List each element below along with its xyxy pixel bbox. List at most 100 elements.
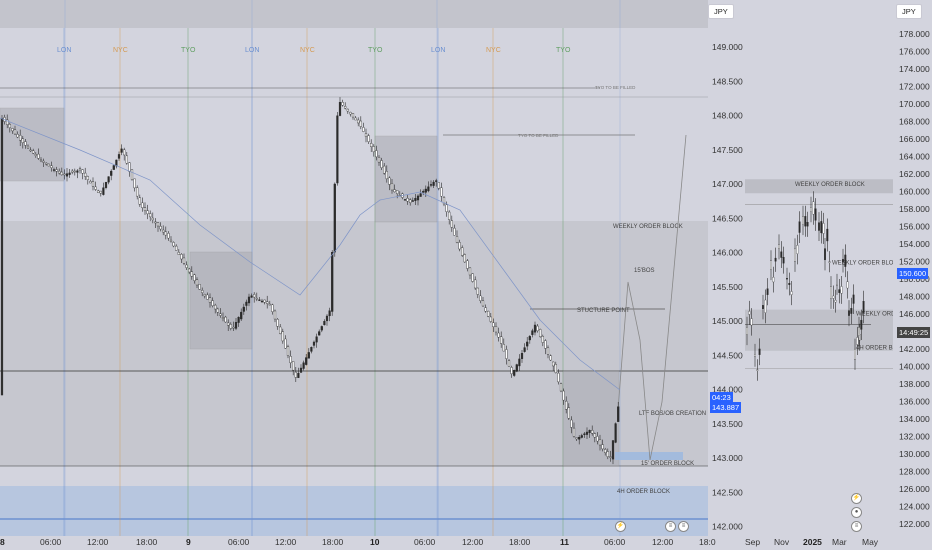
x-tick-label: 12:00	[87, 537, 109, 547]
candle-body	[117, 154, 121, 159]
lightning-icon[interactable]: ⚡	[615, 521, 626, 532]
x-tick-label: 12:00	[652, 537, 674, 547]
ann-weekly-ob: WEEKLY ORDER BLOCK	[613, 224, 683, 230]
candle-body	[830, 286, 832, 299]
candle-body	[544, 340, 547, 349]
main-chart-panel[interactable]: LONNYCTYOLONNYCTYOLONNYCTYOTYO TO BE FIL…	[0, 0, 745, 550]
candle-body	[52, 169, 56, 171]
candle-body	[177, 251, 180, 255]
candle-body	[99, 190, 102, 194]
y-tick-label: 148.500	[712, 76, 743, 86]
candle-body	[806, 222, 809, 227]
currency-label[interactable]: JPY	[708, 4, 734, 19]
candle-body	[842, 259, 844, 263]
candle-body	[169, 239, 173, 242]
x-tick-label: Mar	[832, 537, 847, 547]
lightning-icon[interactable]: ⚡	[851, 493, 862, 504]
candle-body	[476, 287, 479, 295]
candle-body	[455, 236, 459, 243]
ann-ob-15: 15' ORDER BLOCK	[641, 461, 694, 467]
candle-body	[336, 115, 339, 184]
y-tick-label: 143.000	[712, 453, 743, 463]
candle-body	[500, 336, 503, 344]
y-tick-label: 168.000	[899, 117, 930, 127]
candle-body	[325, 315, 329, 322]
candle-body	[557, 372, 560, 383]
candle-body	[375, 150, 378, 158]
candle-body	[862, 301, 865, 313]
candle-body	[338, 102, 342, 116]
y-tick-label: 146.000	[712, 248, 743, 258]
candle-body	[432, 181, 435, 186]
flag-icon-2[interactable]: ≡	[851, 521, 862, 532]
candle-body	[354, 117, 357, 121]
y-tick-label: 154.000	[899, 239, 930, 249]
candle-body	[533, 324, 537, 333]
candle-body	[834, 300, 837, 303]
candle-body	[578, 437, 581, 440]
candle-body	[130, 169, 134, 180]
candle-body	[115, 159, 118, 167]
candle-body	[764, 299, 767, 313]
candle-body	[128, 162, 131, 172]
candle-body	[746, 327, 748, 335]
weekly-chart-panel[interactable]: WEEKLY ORDER BLOCK WEEKLY ORDER BLOCK WEEK…	[745, 0, 932, 550]
flag-icon[interactable]: ≡	[665, 521, 676, 532]
candle-body	[570, 419, 573, 428]
currency-label-right[interactable]: JPY	[896, 4, 922, 19]
session-label: NYC	[486, 47, 501, 54]
candle-body	[276, 319, 279, 327]
candle-body	[794, 248, 796, 262]
candle-body	[156, 222, 160, 227]
candle-body	[798, 221, 801, 233]
x-tick-label: 8	[0, 537, 5, 547]
candle-body	[828, 261, 831, 263]
candle-body	[552, 361, 555, 367]
candle-body	[123, 149, 126, 156]
candle-body	[766, 288, 769, 295]
y-tick-label: 145.500	[712, 282, 743, 292]
candle-body	[380, 160, 383, 168]
candle-body	[333, 183, 336, 253]
candle-body	[143, 207, 147, 212]
candle-body	[814, 208, 817, 221]
main-chart-canvas[interactable]: LONNYCTYOLONNYCTYOLONNYCTYOTYO TO BE FIL…	[0, 0, 745, 550]
candle-body	[167, 233, 170, 239]
candle-body	[609, 456, 612, 458]
candle-body	[390, 183, 394, 191]
candle-body	[328, 310, 331, 317]
candle-body	[297, 373, 300, 378]
candle-body	[450, 220, 453, 228]
candle-body	[810, 207, 812, 212]
candle-body	[318, 331, 321, 336]
candle-body	[138, 197, 141, 205]
y-tick-label: 145.000	[712, 316, 743, 326]
candle-body	[39, 159, 43, 162]
candle-body	[42, 160, 45, 163]
candle-body	[448, 211, 451, 220]
candle-body	[203, 294, 206, 297]
candle-body	[383, 165, 386, 174]
candle-body	[193, 274, 196, 281]
candle-body	[185, 264, 188, 268]
candle-body	[567, 407, 570, 419]
weekly-ob-top-zone	[745, 179, 893, 194]
candle-body	[461, 247, 464, 256]
y-tick-label: 142.500	[712, 487, 743, 497]
candle-body	[770, 260, 772, 270]
candle-body	[141, 202, 144, 209]
y-tick-label: 172.000	[899, 82, 930, 92]
candle-body	[762, 305, 764, 310]
candle-body	[294, 371, 297, 378]
candle-body	[406, 198, 409, 202]
y-tick-label: 150.000	[899, 274, 930, 284]
candle-body	[484, 307, 487, 312]
candle-body	[302, 362, 305, 369]
candle-body	[190, 271, 193, 277]
candle-body	[474, 279, 477, 289]
flag-icon-2[interactable]: ≡	[678, 521, 689, 532]
y-tick-label: 144.000	[712, 385, 743, 395]
flag-icon[interactable]: ●	[851, 507, 862, 518]
candle-body	[146, 210, 149, 215]
y-tick-label: 147.000	[712, 179, 743, 189]
